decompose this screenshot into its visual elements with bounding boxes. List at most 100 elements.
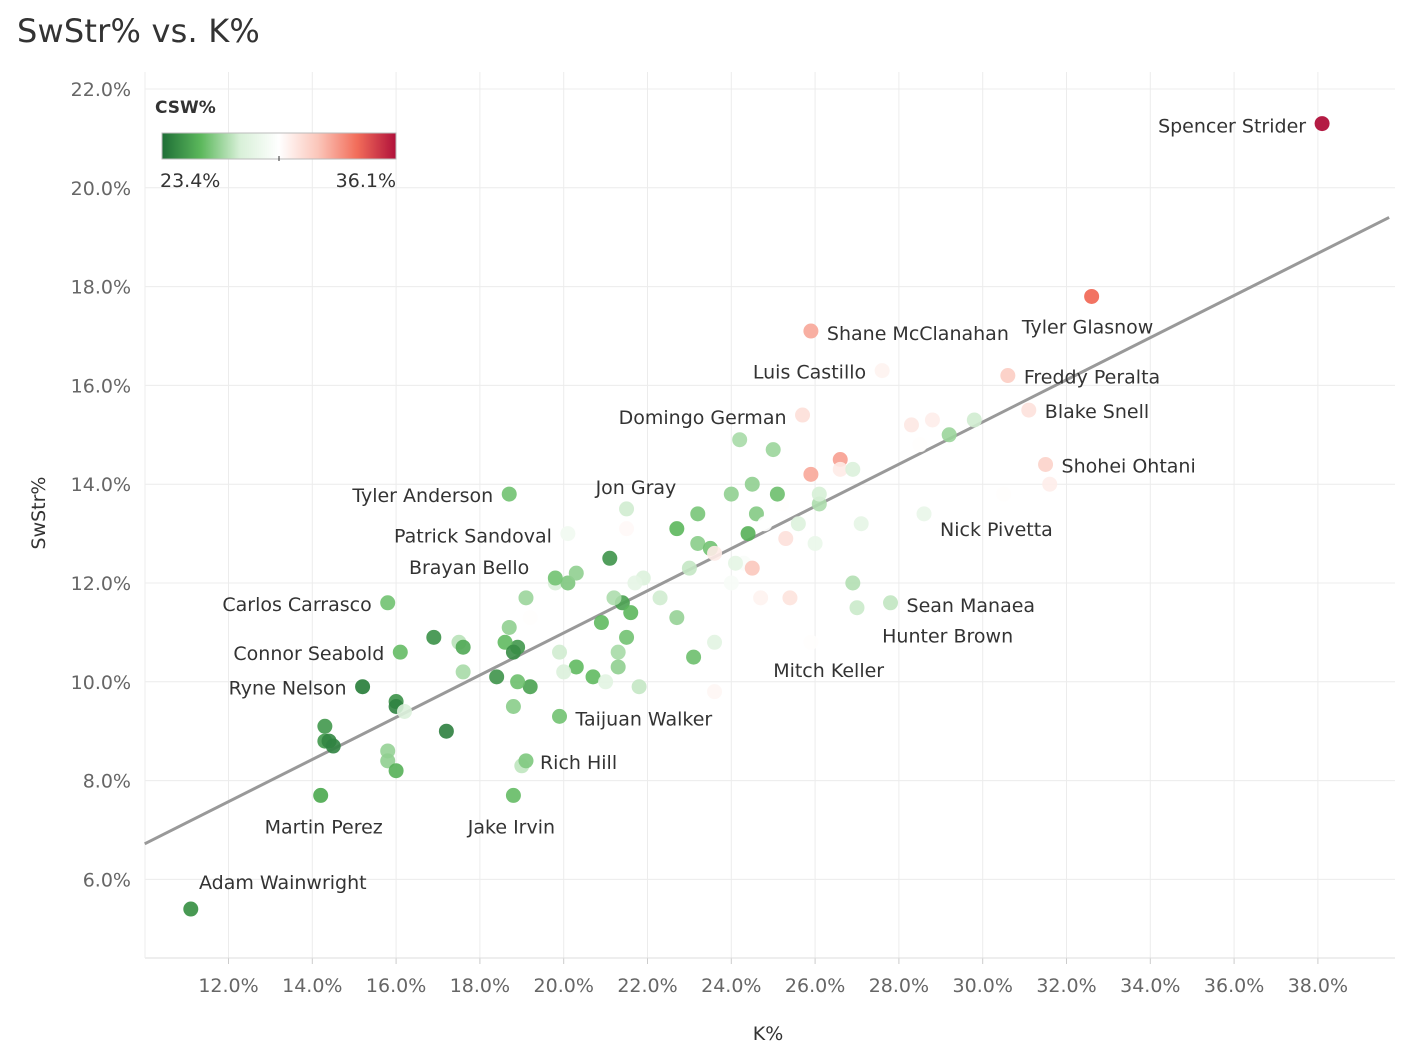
- scatter-point[interactable]: [686, 649, 702, 665]
- scatter-point[interactable]: [623, 605, 639, 621]
- scatter-point[interactable]: [560, 575, 576, 591]
- scatter-point[interactable]: [317, 718, 333, 734]
- scatter-point-labeled[interactable]: [723, 486, 739, 502]
- scatter-point[interactable]: [610, 659, 626, 675]
- point-label: Mitch Keller: [773, 660, 884, 682]
- scatter-point[interactable]: [740, 526, 756, 542]
- scatter-point[interactable]: [522, 679, 538, 695]
- scatter-point[interactable]: [518, 590, 534, 606]
- scatter-point-labeled[interactable]: [1000, 368, 1016, 384]
- scatter-point-labeled[interactable]: [355, 679, 371, 695]
- scatter-point[interactable]: [602, 550, 618, 566]
- scatter-point[interactable]: [610, 644, 626, 660]
- scatter-point[interactable]: [438, 723, 454, 739]
- scatter-point-labeled[interactable]: [1314, 116, 1330, 132]
- scatter-point[interactable]: [778, 531, 794, 547]
- scatter-point[interactable]: [732, 432, 748, 448]
- scatter-point[interactable]: [707, 684, 723, 700]
- scatter-point-labeled[interactable]: [916, 506, 932, 522]
- scatter-point[interactable]: [690, 506, 706, 522]
- scatter-point[interactable]: [849, 600, 865, 616]
- scatter-point[interactable]: [853, 516, 869, 532]
- scatter-point-labeled[interactable]: [547, 570, 563, 586]
- scatter-point[interactable]: [769, 486, 785, 502]
- scatter-point[interactable]: [627, 575, 643, 591]
- scatter-point[interactable]: [845, 575, 861, 591]
- scatter-point-labeled[interactable]: [795, 407, 811, 423]
- scatter-point[interactable]: [807, 535, 823, 551]
- scatter-point-labeled[interactable]: [380, 595, 396, 611]
- scatter-point[interactable]: [941, 427, 957, 443]
- scatter-point[interactable]: [1042, 476, 1058, 492]
- scatter-point[interactable]: [669, 610, 685, 626]
- scatter-point[interactable]: [744, 560, 760, 576]
- scatter-point[interactable]: [552, 644, 568, 660]
- scatter-point[interactable]: [585, 669, 601, 685]
- scatter-point[interactable]: [593, 615, 609, 631]
- scatter-point[interactable]: [510, 674, 526, 690]
- scatter-point[interactable]: [619, 501, 635, 517]
- scatter-point[interactable]: [681, 560, 697, 576]
- scatter-point[interactable]: [744, 476, 760, 492]
- scatter-point-labeled[interactable]: [874, 363, 890, 379]
- scatter-point[interactable]: [606, 590, 622, 606]
- scatter-point[interactable]: [803, 466, 819, 482]
- scatter-point[interactable]: [765, 442, 781, 458]
- scatter-point-labeled[interactable]: [1038, 456, 1054, 472]
- scatter-point[interactable]: [748, 506, 764, 522]
- scatter-point-labeled[interactable]: [1084, 288, 1100, 304]
- scatter-point[interactable]: [556, 664, 572, 680]
- scatter-point[interactable]: [845, 461, 861, 477]
- scatter-point[interactable]: [811, 486, 827, 502]
- scatter-point[interactable]: [753, 590, 769, 606]
- scatter-point[interactable]: [505, 699, 521, 714]
- scatter-point[interactable]: [489, 669, 505, 685]
- scatter-point[interactable]: [790, 516, 806, 532]
- scatter-point[interactable]: [388, 763, 404, 779]
- scatter-point[interactable]: [912, 437, 928, 453]
- scatter-point[interactable]: [501, 619, 517, 635]
- scatter-point-labeled[interactable]: [505, 787, 521, 803]
- scatter-point[interactable]: [723, 575, 739, 591]
- scatter-point[interactable]: [396, 703, 412, 719]
- scatter-point[interactable]: [727, 555, 743, 571]
- scatter-point[interactable]: [652, 590, 668, 606]
- scatter-point[interactable]: [522, 610, 538, 626]
- scatter-point[interactable]: [707, 545, 723, 561]
- scatter-point[interactable]: [631, 679, 647, 695]
- scatter-point-labeled[interactable]: [183, 901, 199, 917]
- scatter-point[interactable]: [803, 634, 819, 650]
- scatter-point-labeled[interactable]: [552, 708, 568, 724]
- scatter-point[interactable]: [380, 753, 396, 769]
- scatter-point-labeled[interactable]: [518, 753, 534, 769]
- scatter-point[interactable]: [707, 634, 723, 650]
- scatter-point-labeled[interactable]: [1021, 402, 1037, 418]
- scatter-point[interactable]: [757, 516, 773, 532]
- scatter-point-labeled[interactable]: [803, 323, 819, 339]
- scatter-point-labeled[interactable]: [560, 526, 576, 542]
- scatter-point[interactable]: [497, 634, 513, 650]
- y-tick-label: 18.0%: [71, 277, 131, 299]
- scatter-point[interactable]: [505, 644, 521, 660]
- scatter-point[interactable]: [455, 639, 471, 655]
- scatter-point[interactable]: [903, 417, 919, 433]
- scatter-point[interactable]: [619, 521, 635, 537]
- scatter-point[interactable]: [924, 412, 940, 428]
- scatter-point[interactable]: [325, 738, 341, 754]
- scatter-point-labeled[interactable]: [501, 486, 517, 502]
- scatter-point[interactable]: [782, 590, 798, 606]
- scatter-point[interactable]: [996, 486, 1012, 502]
- scatter-point[interactable]: [568, 659, 584, 675]
- scatter-point[interactable]: [966, 412, 982, 428]
- scatter-point[interactable]: [455, 664, 471, 680]
- scatter-point[interactable]: [598, 674, 614, 690]
- scatter-point[interactable]: [690, 535, 706, 551]
- scatter-point-labeled[interactable]: [392, 644, 408, 660]
- scatter-point-labeled[interactable]: [313, 787, 329, 803]
- scatter-point[interactable]: [426, 629, 442, 645]
- scatter-point[interactable]: [669, 521, 685, 537]
- scatter-point[interactable]: [568, 565, 584, 581]
- scatter-point[interactable]: [832, 461, 848, 477]
- scatter-point[interactable]: [619, 629, 635, 645]
- scatter-point-labeled[interactable]: [883, 595, 899, 611]
